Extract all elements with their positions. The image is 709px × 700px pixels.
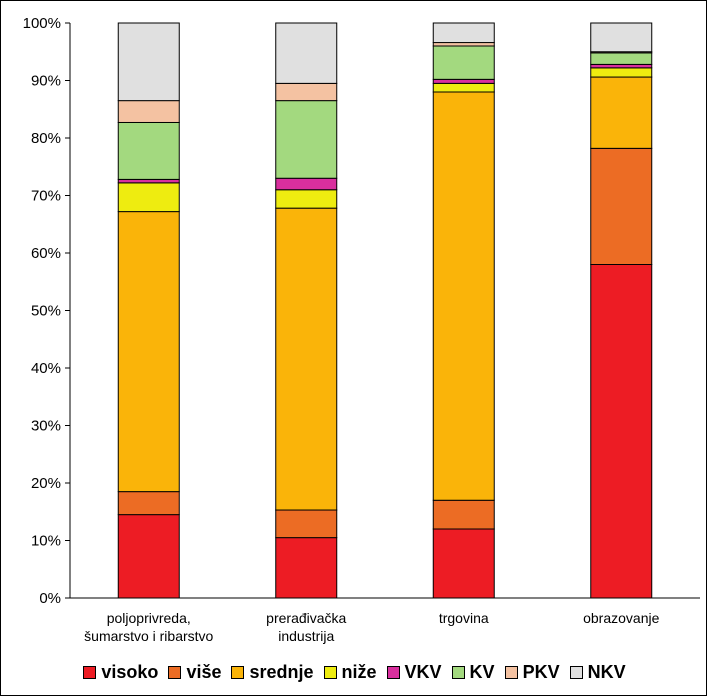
bar-segment-nkv <box>590 22 653 53</box>
legend-swatch <box>451 666 465 679</box>
bar-segment-vi-e <box>590 147 653 266</box>
bar-segment-vi-e <box>432 499 495 530</box>
x-category-label: industrija <box>278 628 334 644</box>
y-tick-label: 80% <box>31 130 61 147</box>
bar-segment-pkv <box>117 100 180 123</box>
legend-item: visoko <box>83 662 158 683</box>
legend-label: visoko <box>101 662 159 682</box>
bar-segment-vkv <box>432 78 495 84</box>
y-tick-label: 60% <box>31 245 61 262</box>
bar-segment-pkv <box>432 42 495 47</box>
bar-segment-visoko <box>117 514 180 599</box>
y-axis-ticks: 0% 10% 20% 30% 40% 50% 60% 70% 80% 90% 100% <box>23 15 70 607</box>
stacked-bar-chart: 0% 10% 20% 30% 40% 50% 60% 70% 80% 90% 100% poljop… <box>23 15 700 644</box>
legend-label: srednje <box>249 662 314 682</box>
bar-segment-ni-e <box>117 182 180 213</box>
y-tick-label: 30% <box>31 418 61 435</box>
x-category-label: prerađivačka <box>266 610 346 626</box>
bar-segment-srednje <box>275 207 338 511</box>
x-category-label: obrazovanje <box>583 610 659 626</box>
legend-label: niže <box>341 662 377 682</box>
legend-swatch <box>323 666 337 679</box>
bar-segment-vkv <box>590 63 653 69</box>
legend-swatch <box>168 666 182 679</box>
y-tick-label: 40% <box>31 360 61 377</box>
bar-segment-ni-e <box>275 189 338 209</box>
bar-segment-pkv <box>275 82 338 102</box>
legend-item: VKV <box>386 662 442 683</box>
legend: visoko više srednje niže VKV KV PKV NKV <box>0 662 709 683</box>
legend-item: srednje <box>231 662 314 683</box>
bar-segment-vkv <box>275 177 338 191</box>
legend-item: PKV <box>504 662 560 683</box>
legend-label: PKV <box>522 662 560 682</box>
legend-label: više <box>186 662 222 682</box>
legend-swatch <box>569 666 583 679</box>
legend-swatch <box>386 666 400 679</box>
y-tick-label: 0% <box>39 590 61 607</box>
bar-segment-kv <box>275 100 338 179</box>
x-category-label: šumarstvo i ribarstvo <box>84 628 213 644</box>
bar-segment-srednje <box>117 211 180 493</box>
legend-swatch <box>504 666 518 679</box>
bar-segment-kv <box>432 45 495 80</box>
bar-segment-srednje <box>590 76 653 149</box>
legend-item: niže <box>323 662 377 683</box>
bar-segment-vkv <box>117 178 180 184</box>
bar-segment-srednje <box>432 91 495 501</box>
bar-segment-visoko <box>275 537 338 599</box>
legend-label: VKV <box>404 662 442 682</box>
bar-segment-kv <box>590 52 653 65</box>
bar-stacks <box>117 22 653 599</box>
legend-swatch <box>231 666 245 679</box>
bar-segment-nkv <box>432 22 495 44</box>
legend-item: više <box>168 662 221 683</box>
bar-segment-visoko <box>590 264 653 599</box>
x-axis-labels: poljoprivreda, šumarstvo i ribarstvo prera… <box>84 610 659 644</box>
bar-segment-visoko <box>432 528 495 599</box>
legend-label: NKV <box>587 662 626 682</box>
bar-segment-nkv <box>275 22 338 84</box>
legend-item: NKV <box>569 662 626 683</box>
legend-label: KV <box>469 662 495 682</box>
bar-segment-ni-e <box>590 67 653 78</box>
legend-item: KV <box>451 662 495 683</box>
x-category-label: poljoprivreda, <box>107 610 191 626</box>
bar-segment-vi-e <box>275 509 338 539</box>
y-tick-label: 20% <box>31 475 61 492</box>
bar-segment-vi-e <box>117 491 180 516</box>
bar-segment-kv <box>117 121 180 180</box>
y-tick-label: 50% <box>31 303 61 320</box>
y-tick-label: 10% <box>31 533 61 550</box>
y-tick-label: 100% <box>23 15 61 32</box>
legend-swatch <box>83 666 97 679</box>
x-category-label: trgovina <box>439 610 489 626</box>
y-tick-label: 90% <box>31 73 61 90</box>
bar-segment-ni-e <box>432 82 495 93</box>
y-tick-label: 70% <box>31 188 61 205</box>
bar-segment-nkv <box>117 22 180 102</box>
